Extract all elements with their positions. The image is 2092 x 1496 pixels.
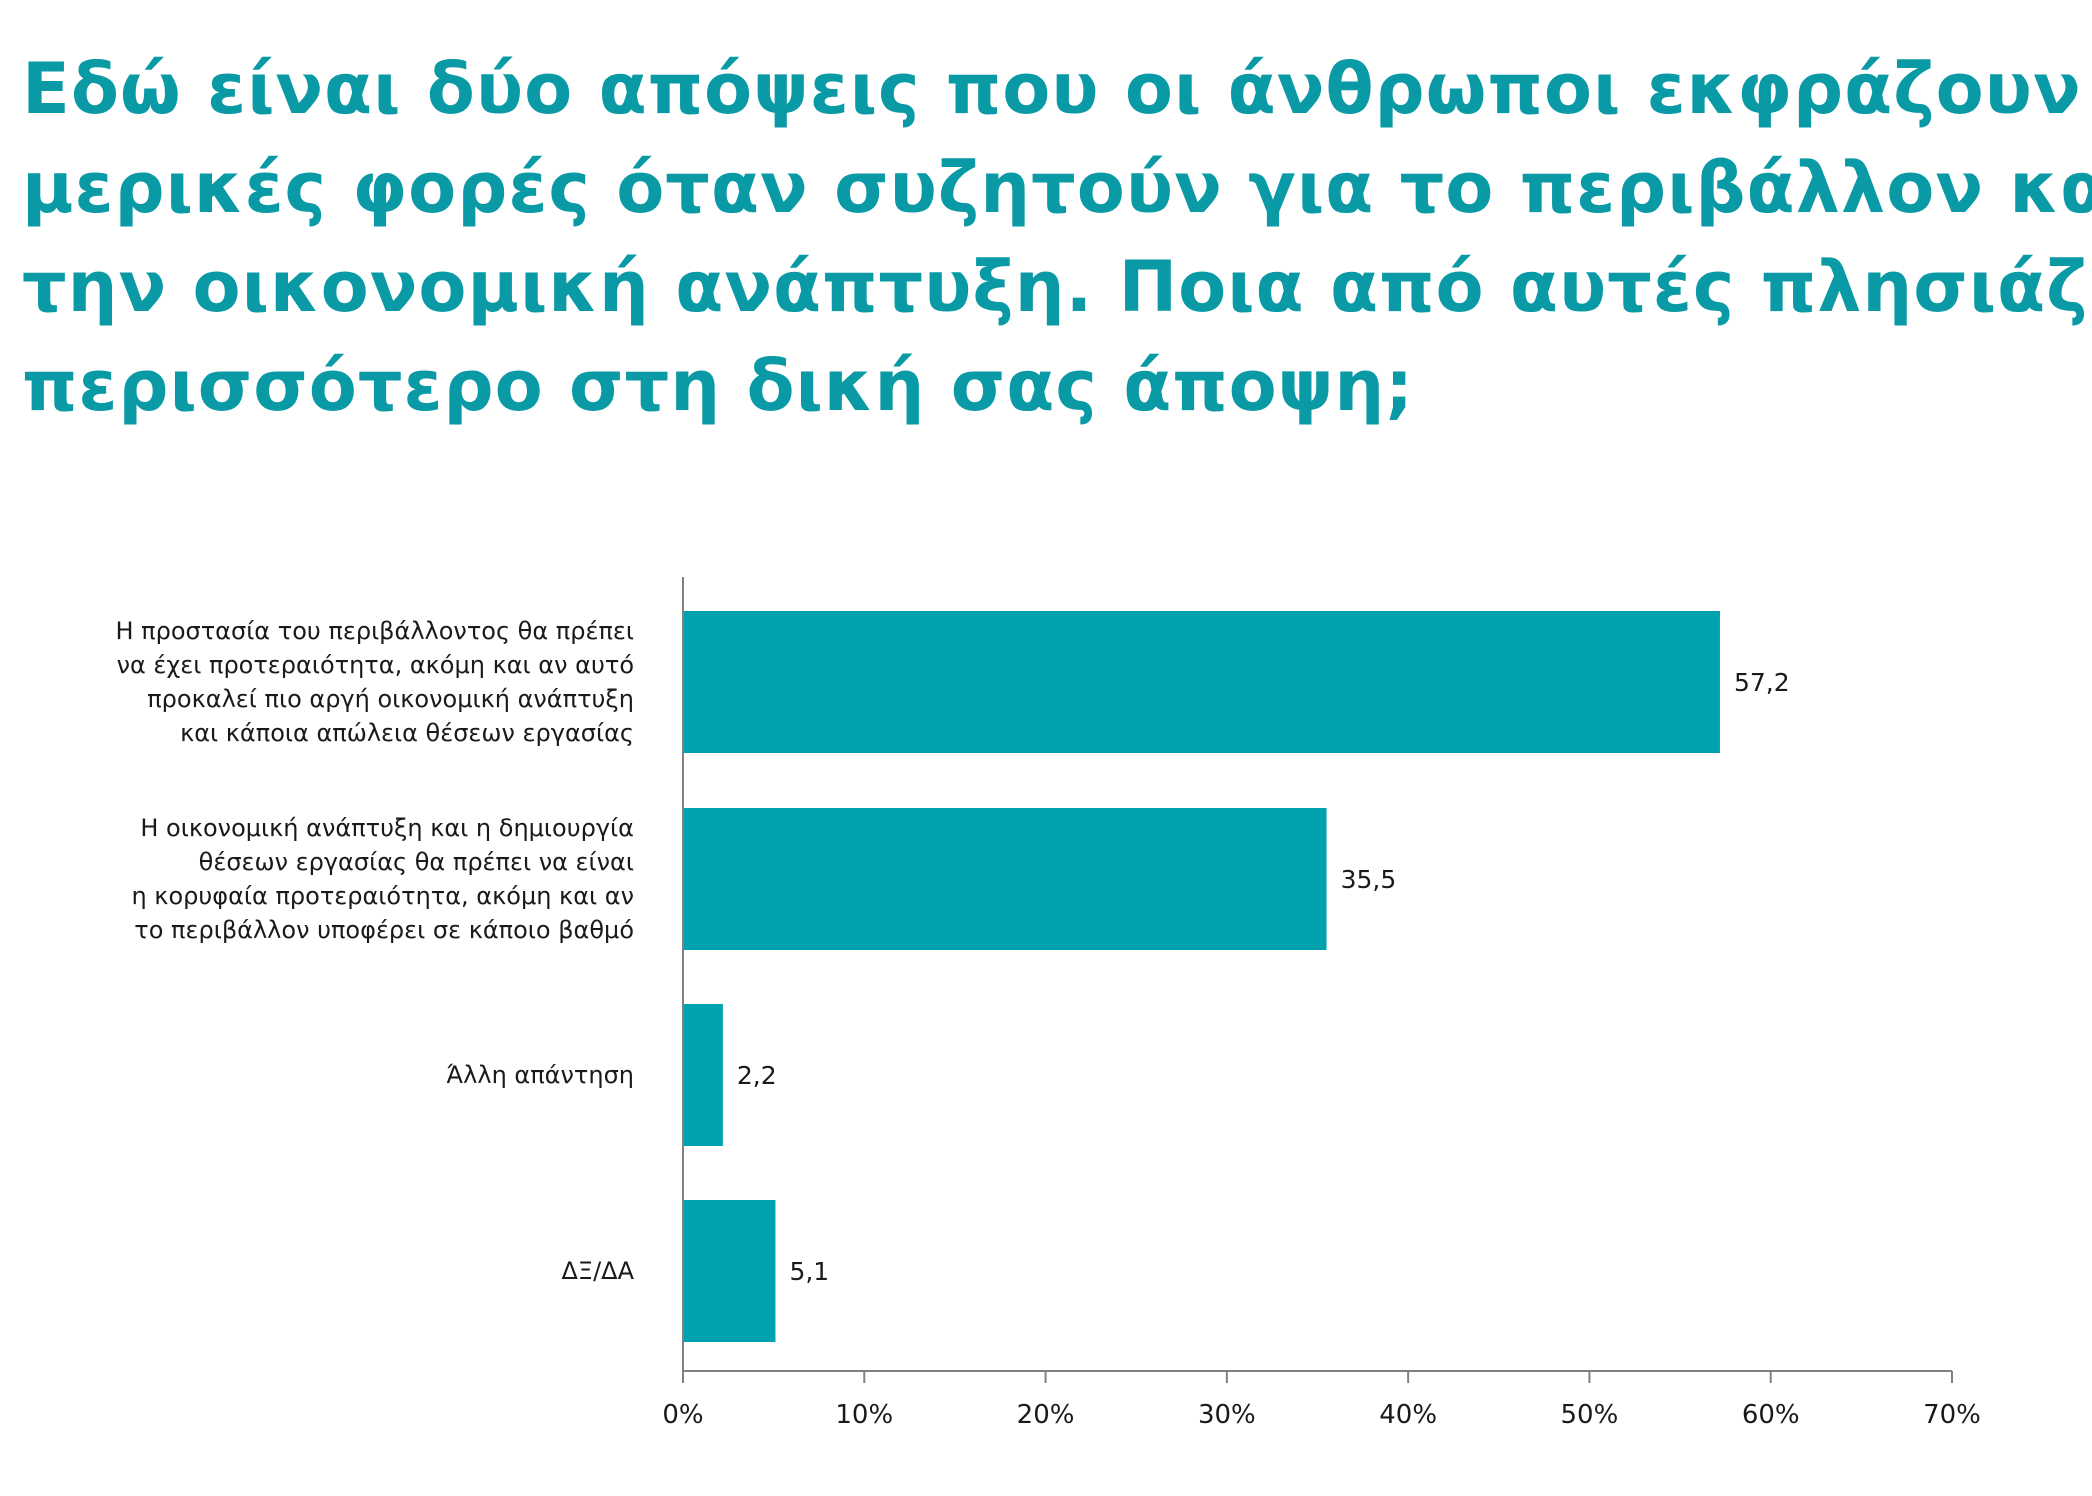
page-title: Εδώ είναι δύο απόψεις που οι άνθρωποι εκ… xyxy=(22,40,2092,436)
category-label: το περιβάλλον υποφέρει σε κάποιο βαθμό xyxy=(134,916,634,944)
bar xyxy=(684,1004,723,1146)
x-tick-label: 0% xyxy=(662,1400,703,1430)
data-label: 35,5 xyxy=(1341,865,1397,894)
x-tick-label: 70% xyxy=(1923,1400,1981,1430)
x-tick-label: 10% xyxy=(835,1400,893,1430)
x-tick-label: 50% xyxy=(1561,1400,1619,1430)
category-label: και κάποια απώλεια θέσεων εργασίας xyxy=(180,719,634,747)
title-line: περισσότερο στη δική σας άποψη; xyxy=(22,345,1415,427)
x-tick-label: 40% xyxy=(1379,1400,1437,1430)
bar xyxy=(684,611,1720,753)
data-label: 5,1 xyxy=(789,1257,829,1286)
bar xyxy=(684,1200,776,1342)
category-label: Άλλη απάντηση xyxy=(447,1061,634,1089)
data-label: 57,2 xyxy=(1734,668,1790,697)
category-label: να έχει προτεραιότητα, ακόμη και αν αυτό xyxy=(117,651,634,679)
x-tick-label: 20% xyxy=(1017,1400,1075,1430)
title-line: Εδώ είναι δύο απόψεις που οι άνθρωποι εκ… xyxy=(22,48,2082,130)
category-label: Η προστασία του περιβάλλοντος θα πρέπει xyxy=(115,617,634,645)
category-label: θέσεων εργασίας θα πρέπει να είναι xyxy=(199,848,634,876)
data-label: 2,2 xyxy=(737,1061,777,1090)
x-tick-label: 30% xyxy=(1198,1400,1256,1430)
category-label: προκαλεί πιο αργή οικονομική ανάπτυξη xyxy=(147,685,634,713)
category-label: Η οικονομική ανάπτυξη και η δημιουργία xyxy=(140,814,634,842)
x-tick-label: 60% xyxy=(1742,1400,1800,1430)
category-label: ΔΞ/ΔΑ xyxy=(561,1257,634,1285)
category-label: η κορυφαία προτεραιότητα, ακόμη και αν xyxy=(131,882,634,910)
title-line: την οικονομική ανάπτυξη. Ποια από αυτές … xyxy=(22,246,2092,328)
title-line: μερικές φορές όταν συζητούν για το περιβ… xyxy=(22,147,2092,229)
bar xyxy=(684,808,1327,950)
